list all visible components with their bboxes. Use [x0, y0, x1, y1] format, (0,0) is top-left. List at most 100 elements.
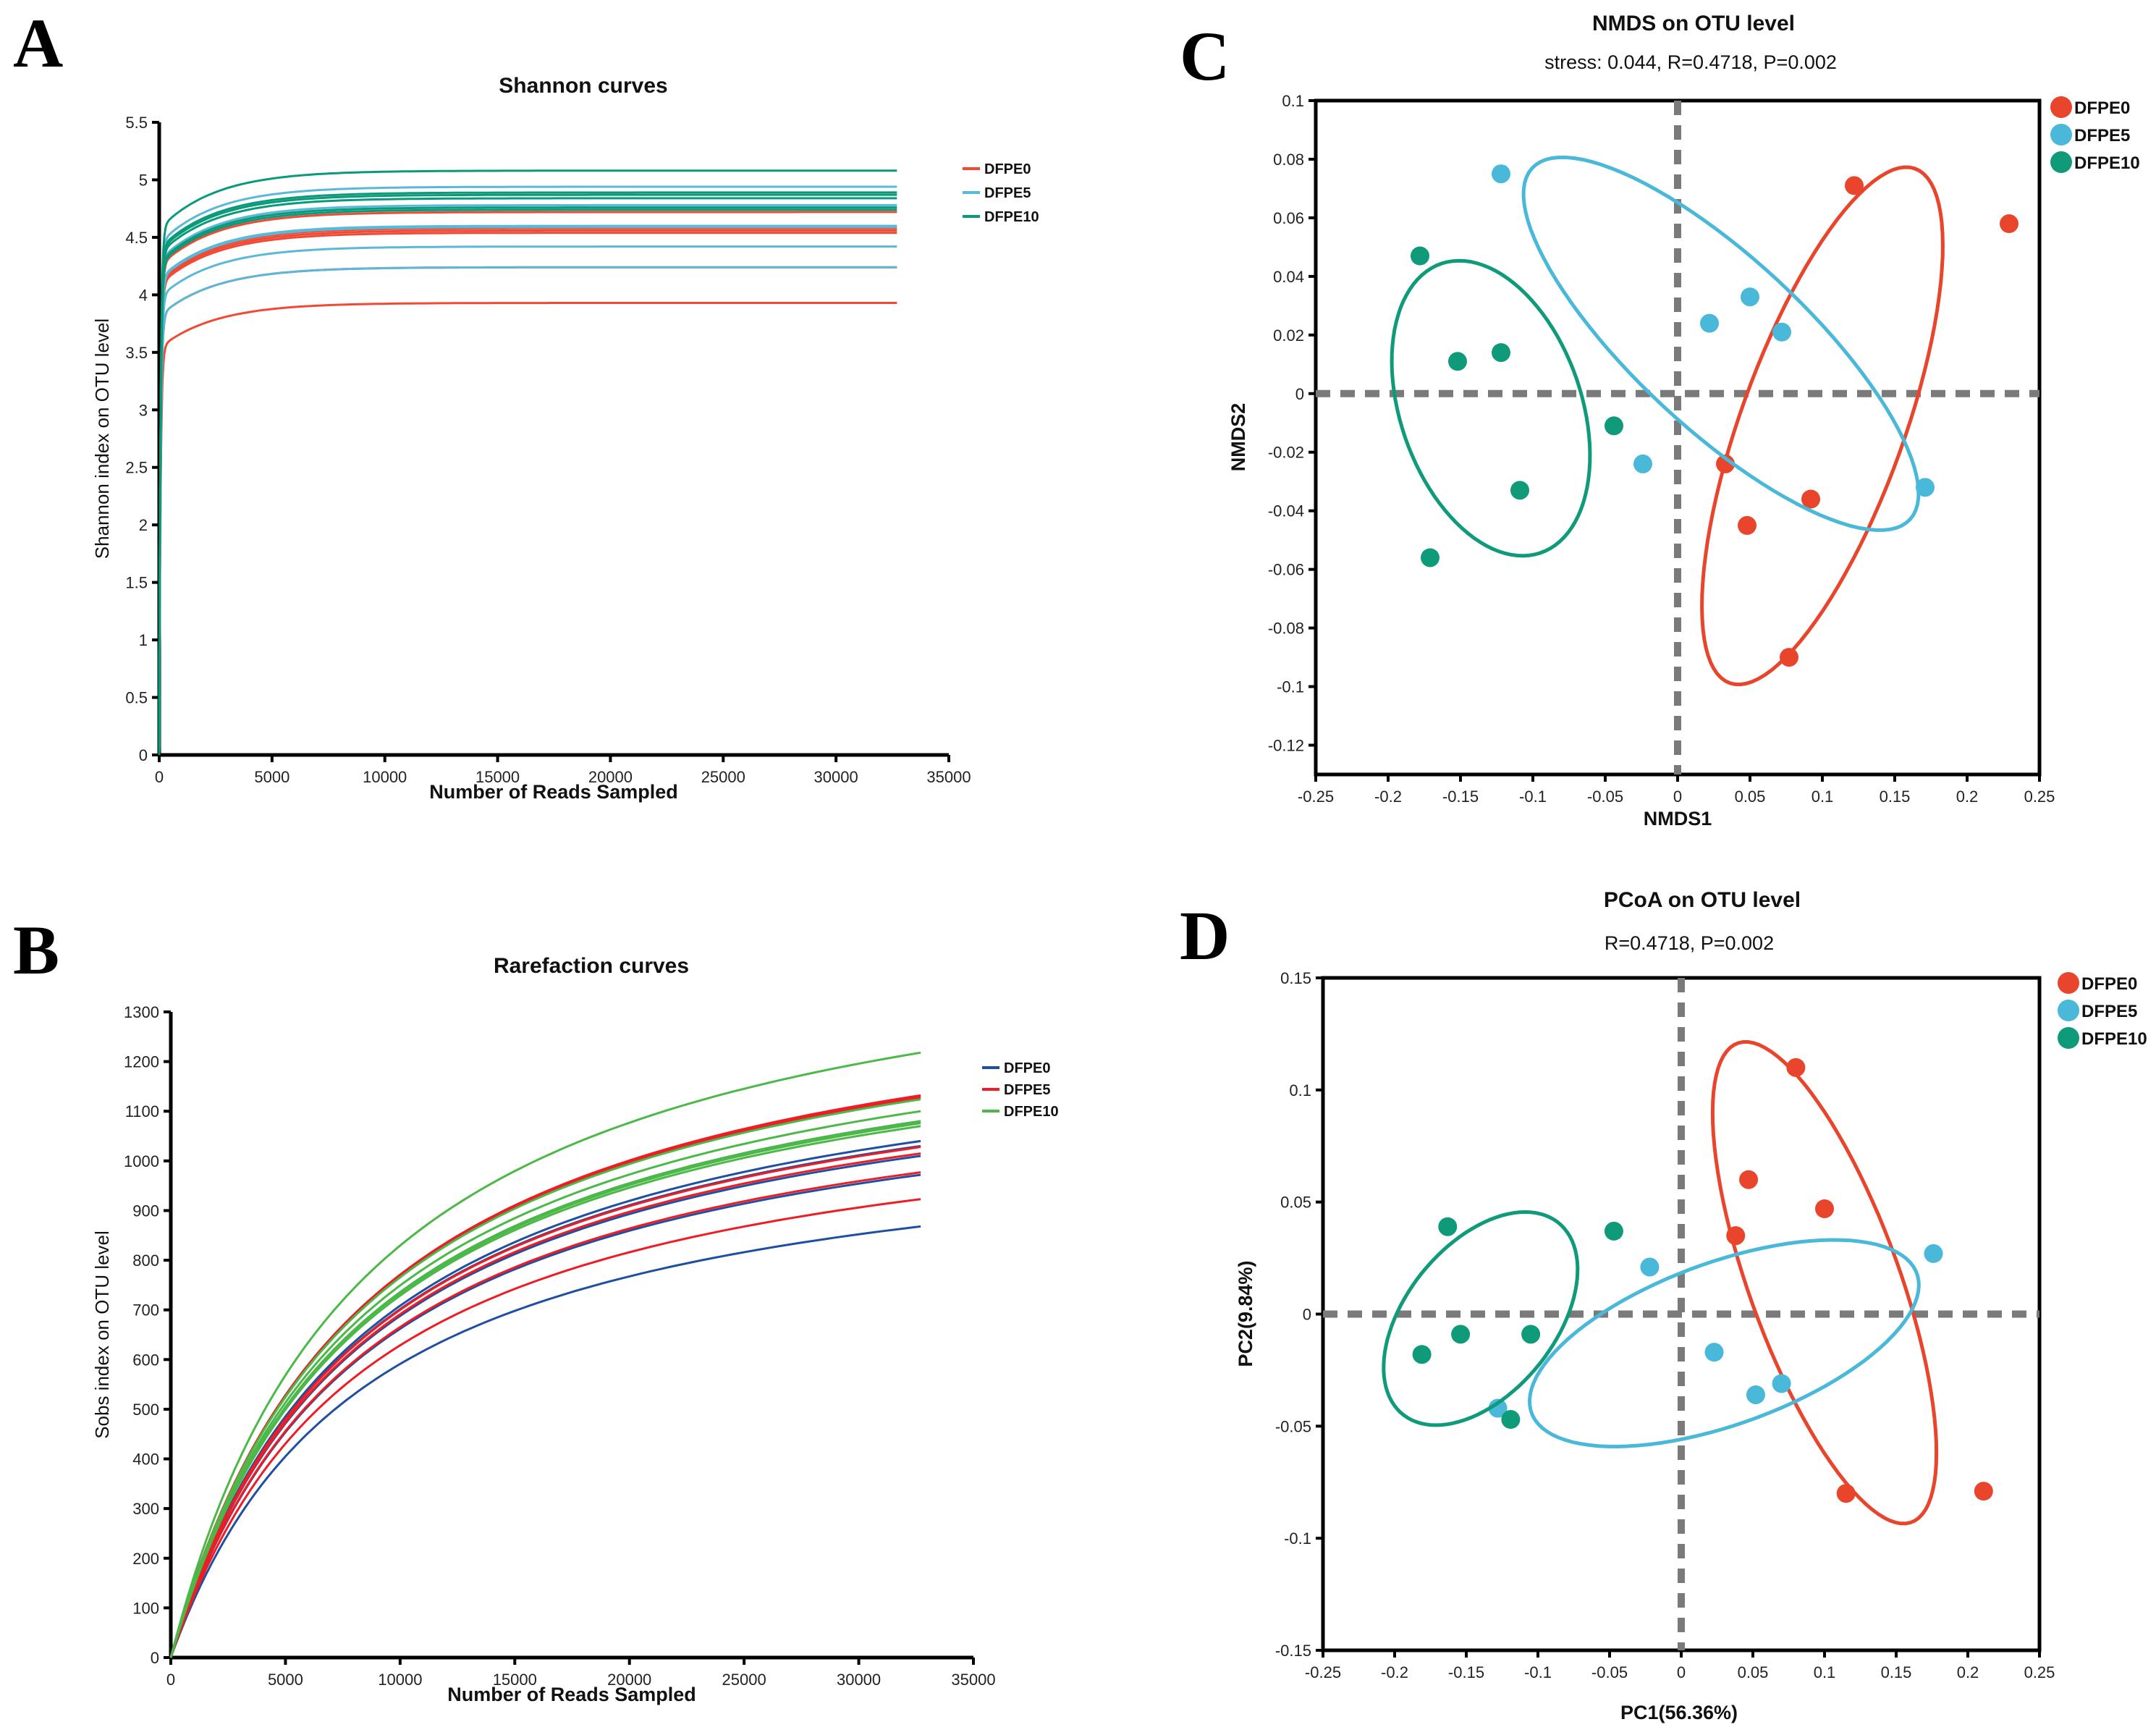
curve-dfpe0 [158, 211, 897, 756]
y-tick-label: 5 [139, 171, 148, 189]
y-tick-label: 3 [139, 401, 148, 419]
x-tick-label: 0 [166, 1671, 175, 1689]
y-tick-label: -0.08 [1268, 620, 1304, 638]
data-point-dfpe10 [1501, 1410, 1521, 1430]
y-tick-label: -0.05 [1275, 1417, 1311, 1435]
data-point-dfpe10 [1604, 1221, 1623, 1241]
x-tick-label: 5000 [268, 1671, 303, 1689]
x-tick-label: 30000 [814, 768, 858, 786]
nmds-chart: NMDS on OTU level stress: 0.044, R=0.4718… [1227, 12, 2140, 829]
x-tick-label: 25000 [722, 1671, 766, 1689]
data-point-dfpe10 [1421, 548, 1440, 567]
chart-title: Shannon curves [499, 74, 667, 98]
x-tick-label: -0.15 [1442, 788, 1479, 806]
y-tick-label: 0.06 [1273, 209, 1304, 227]
y-tick-label: 700 [132, 1301, 159, 1320]
x-tick-label: 0.15 [1881, 1663, 1912, 1681]
legend-marker-dfpe0 [2050, 96, 2072, 118]
curve-dfpe10 [169, 1120, 921, 1658]
data-point-dfpe5 [1916, 478, 1935, 497]
curve-dfpe0 [158, 232, 897, 756]
curve-dfpe10 [158, 206, 897, 756]
y-tick-label: 0.5 [125, 689, 148, 707]
data-point-dfpe10 [1510, 481, 1529, 500]
x-tick-label: -0.1 [1524, 1663, 1552, 1681]
x-tick-label: 20000 [588, 768, 633, 786]
confidence-ellipse-dfpe5 [1521, 156, 1921, 532]
x-tick-label: -0.25 [1298, 788, 1334, 806]
y-tick-label: 5.5 [125, 114, 148, 132]
data-point-dfpe10 [1492, 343, 1510, 363]
x-tick-label: 0.2 [1956, 788, 1979, 806]
data-point-dfpe0 [1726, 1226, 1746, 1246]
confidence-ellipse-dfpe10 [1390, 258, 1592, 558]
x-tick-label: -0.05 [1591, 1663, 1628, 1681]
data-point-dfpe10 [1448, 352, 1467, 371]
data-point-dfpe5 [1772, 1374, 1791, 1393]
y-axis-label: Shannon index on OTU level [91, 318, 113, 559]
x-tick-label: 0.25 [2024, 1663, 2055, 1681]
y-axis-label: Sobs index on OTU level [91, 1230, 113, 1439]
data-point-dfpe5 [1488, 1398, 1508, 1418]
x-tick-label: 10000 [363, 768, 407, 786]
x-tick-label: 25000 [701, 768, 745, 786]
y-tick-label: 800 [132, 1251, 159, 1270]
chart-subtitle: R=0.4718, P=0.002 [1605, 932, 1774, 954]
y-tick-label: 0.08 [1273, 151, 1304, 169]
x-tick-label: 15000 [493, 1671, 537, 1689]
data-point-dfpe0 [1974, 1482, 1993, 1501]
x-tick-label: 0.1 [1812, 788, 1834, 806]
x-tick-label: 0 [155, 768, 164, 786]
curve-dfpe10 [158, 197, 897, 756]
y-tick-label: 0.02 [1273, 326, 1304, 345]
y-axis-label: NMDS2 [1227, 403, 1249, 472]
data-point-dfpe0 [1738, 515, 1756, 535]
y-tick-label: 500 [132, 1401, 159, 1419]
y-tick-label: 1100 [125, 1102, 159, 1120]
legend-label: DFPE10 [984, 209, 1039, 225]
x-axis-label: Number of Reads Sampled [447, 1684, 696, 1705]
data-point-dfpe5 [1700, 313, 1719, 333]
legend-label: DFPE5 [2081, 1002, 2137, 1021]
x-tick-label: 0 [1673, 788, 1682, 806]
x-tick-label: -0.2 [1381, 1663, 1408, 1681]
data-point-dfpe0 [1716, 454, 1735, 473]
data-point-dfpe0 [1780, 648, 1798, 667]
x-tick-label: -0.05 [1587, 788, 1623, 806]
chart-title: PCoA on OTU level [1604, 888, 1801, 912]
x-axis-label: NMDS1 [1644, 808, 1712, 829]
data-point-dfpe0 [1845, 176, 1864, 195]
curve-dfpe5 [169, 1171, 921, 1658]
legend-label: DFPE10 [2081, 1029, 2147, 1049]
panel-label-a: A [13, 4, 63, 82]
y-axis-label: PC2(9.84%) [1235, 1260, 1256, 1367]
curve-dfpe5 [158, 226, 897, 756]
x-tick-label: 0.2 [1957, 1663, 1979, 1681]
curve-dfpe0 [158, 266, 897, 756]
legend-label: DFPE5 [984, 185, 1031, 201]
x-tick-label: 0 [1677, 1663, 1686, 1681]
curve-dfpe5 [158, 203, 897, 756]
y-tick-label: 0.1 [1282, 92, 1304, 110]
curve-dfpe10 [158, 193, 897, 756]
chart-title: Rarefaction curves [494, 954, 689, 978]
legend-label: DFPE10 [1004, 1104, 1059, 1120]
curve-dfpe5 [158, 224, 897, 756]
legend-label: DFPE5 [1004, 1082, 1050, 1098]
legend-marker-dfpe5 [2050, 124, 2072, 145]
y-tick-label: 4.5 [125, 229, 148, 247]
confidence-ellipse-dfpe5 [1527, 1238, 1921, 1449]
y-tick-label: -0.04 [1268, 502, 1304, 520]
data-point-dfpe0 [2000, 214, 2018, 234]
legend-marker-dfpe10 [2058, 1027, 2079, 1049]
data-point-dfpe10 [1411, 246, 1429, 266]
y-tick-label: 0.1 [1289, 1081, 1311, 1099]
x-tick-label: 0.25 [2024, 788, 2055, 806]
curve-dfpe10 [158, 191, 897, 756]
x-tick-label: 35000 [951, 1671, 995, 1689]
y-tick-label: 1000 [124, 1152, 159, 1170]
y-tick-label: -0.02 [1268, 444, 1304, 462]
data-point-dfpe5 [1640, 1257, 1660, 1277]
data-point-dfpe0 [1786, 1058, 1806, 1077]
curve-dfpe10 [169, 1051, 921, 1658]
